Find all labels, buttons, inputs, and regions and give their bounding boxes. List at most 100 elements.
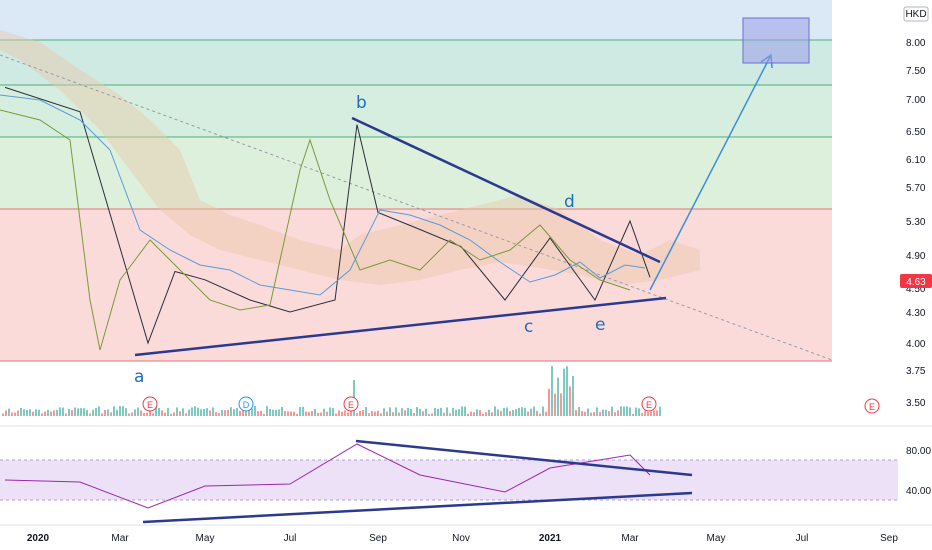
price-axis-tick: 4.90: [906, 251, 926, 262]
time-axis-tick: Jul: [796, 533, 809, 544]
price-axis-tick: 3.75: [906, 366, 926, 377]
volume-bar: [527, 411, 529, 416]
volume-bar: [392, 412, 394, 416]
volume-bar: [575, 410, 577, 416]
volume-bar: [179, 411, 181, 416]
volume-bar: [356, 413, 358, 416]
event-marker[interactable]: E: [864, 398, 880, 414]
volume-bar: [542, 406, 544, 416]
volume-bar: [266, 406, 268, 416]
volume-bar: [536, 410, 538, 416]
volume-bar: [440, 407, 442, 416]
volume-bar: [2, 413, 4, 416]
rsi-axis-tick: 40.00: [906, 486, 931, 497]
volume-bar: [368, 413, 370, 416]
price-axis-tick: 4.50: [906, 284, 926, 295]
volume-bar: [323, 408, 325, 416]
rsi-band: [0, 460, 898, 500]
volume-bar: [584, 411, 586, 416]
rsi-upper-trendline: [355, 439, 693, 477]
volume-bar: [269, 408, 271, 416]
price-axis-tick: 6.10: [906, 155, 926, 166]
ichimoku-cloud: [0, 30, 700, 285]
fib-band-teal-2: [0, 85, 832, 137]
volume-bar: [371, 410, 373, 416]
dividend-marker[interactable]: D: [238, 396, 254, 412]
volume-bar: [320, 412, 322, 416]
price-axis[interactable]: 8.00 7.50 7.00 6.50 6.10 5.70 5.30 4.90 4.50 4.30…: [906, 38, 926, 409]
volume-bar: [83, 408, 85, 416]
event-marker[interactable]: E: [142, 396, 158, 412]
volume-bar: [194, 406, 196, 416]
volume-bar: [44, 411, 46, 416]
volume-bar: [134, 409, 136, 416]
volume-bar: [20, 407, 22, 416]
volume-bar: [14, 412, 16, 416]
volume-bar: [257, 411, 259, 416]
volume-bar: [533, 406, 535, 416]
volume-bar: [251, 408, 253, 416]
volume-bar: [200, 409, 202, 416]
volume-bar: [509, 411, 511, 416]
volume-bar: [314, 408, 316, 416]
time-axis-tick: Jul: [284, 533, 297, 544]
moving-average-line: [0, 94, 646, 296]
rsi-axis-tick: 80.00: [906, 446, 931, 457]
volume-bar: [116, 409, 118, 416]
volume-bar: [188, 409, 190, 416]
last-price-badge: 4.63: [900, 274, 932, 288]
volume-bar: [497, 409, 499, 416]
volume-bar: [377, 410, 379, 416]
time-axis-tick: Sep: [880, 533, 898, 544]
volume-bar: [35, 409, 37, 416]
volume-bar: [362, 410, 364, 416]
volume-bar: [5, 410, 7, 416]
volume-bar: [620, 406, 622, 416]
volume-bar: [215, 412, 217, 416]
wedge-upper-trendline: [351, 116, 661, 264]
volume-bar: [224, 410, 226, 416]
volume-bar: [464, 406, 466, 416]
volume-bar: [614, 412, 616, 416]
volume-bar: [443, 412, 445, 416]
time-axis[interactable]: 2020 Mar May Jul Sep Nov 2021 Mar May Jul Sep: [27, 533, 898, 544]
volume-bar: [365, 407, 367, 416]
volume-bar: [410, 408, 412, 416]
volume-bar: [557, 377, 559, 416]
volume-bar: [173, 412, 175, 416]
event-marker[interactable]: E: [641, 396, 657, 412]
volume-bar: [506, 407, 508, 416]
volume-bar: [305, 411, 307, 416]
volume-bar: [68, 409, 70, 416]
volume-bar: [197, 407, 199, 416]
volume-bar: [350, 411, 352, 416]
time-axis-tick: 2021: [539, 533, 562, 544]
volume-bar: [605, 409, 607, 416]
volume-bar: [569, 386, 571, 416]
volume-bar: [182, 408, 184, 416]
volume-bar: [110, 412, 112, 416]
svg-text:E: E: [646, 400, 652, 410]
volume-bar: [629, 407, 631, 416]
svg-text:D: D: [243, 400, 250, 410]
rsi-lower-trendline: [142, 491, 693, 524]
volume-bar: [284, 411, 286, 416]
volume-bar: [158, 408, 160, 416]
long-dashed-trendline: [0, 54, 833, 361]
volume-bar: [167, 408, 169, 416]
volume-bar: [302, 406, 304, 416]
volume-bar: [326, 411, 328, 416]
price-axis-tick: 3.50: [906, 398, 926, 409]
wedge-lower-trendline: [134, 296, 667, 357]
volume-bar: [419, 408, 421, 416]
volume-bar: [623, 406, 625, 416]
volume-bar: [455, 409, 457, 416]
svg-text:E: E: [869, 402, 875, 412]
event-marker[interactable]: E: [343, 396, 359, 412]
volume-bar: [650, 411, 652, 416]
volume-bar: [89, 413, 91, 416]
volume-bar: [293, 411, 295, 416]
volume-bar: [404, 410, 406, 416]
volume-bar: [437, 408, 439, 416]
